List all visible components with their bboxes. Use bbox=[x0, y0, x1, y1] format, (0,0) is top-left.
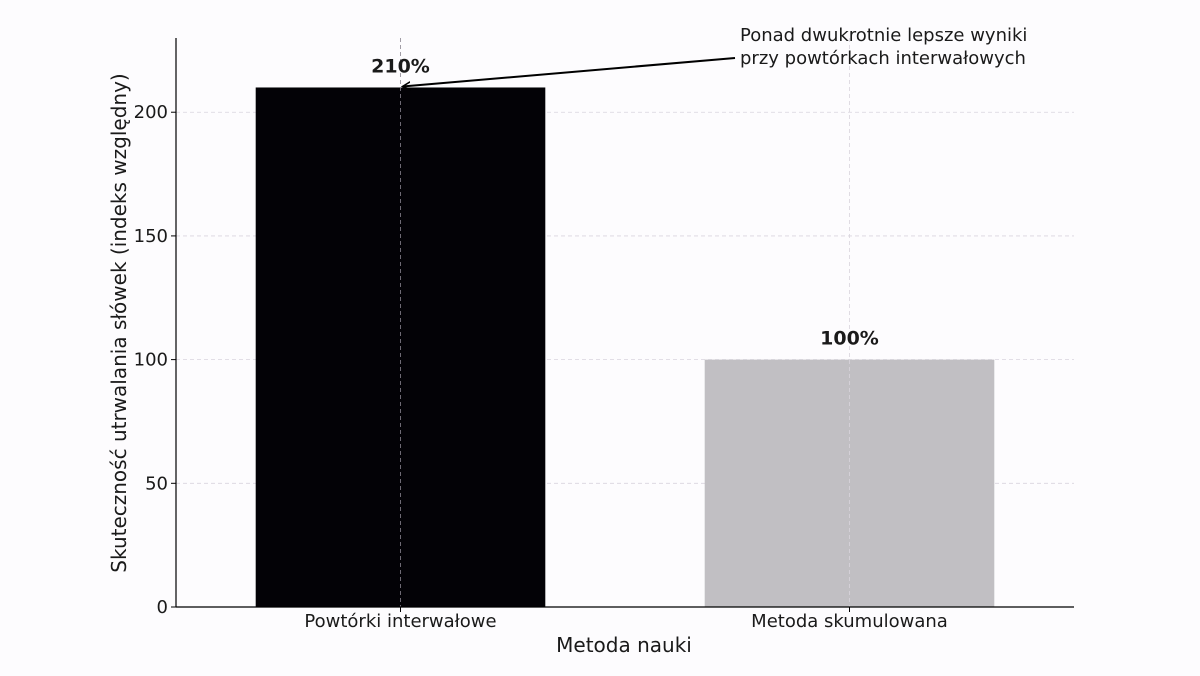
y-tick-label: 200 bbox=[134, 102, 168, 123]
y-axis-title: Skuteczność utrwalania słówek (indeks wz… bbox=[107, 73, 131, 572]
axes bbox=[171, 38, 1074, 612]
x-axis-title: Metoda nauki bbox=[556, 633, 692, 657]
bars bbox=[255, 87, 995, 607]
x-tick-label: Powtórki interwałowe bbox=[304, 611, 496, 632]
annotation-text: przy powtórkach interwałowych bbox=[740, 48, 1026, 69]
labels: 0 50 100 150 200 Powtórki interwałowe Metoda s… bbox=[134, 25, 1028, 632]
x-tick-label: Metoda skumulowana bbox=[751, 611, 948, 632]
y-tick-label: 0 bbox=[157, 597, 168, 618]
annotation-text: Ponad dwukrotnie lepsze wyniki bbox=[740, 25, 1027, 46]
data-label: 210% bbox=[371, 55, 430, 77]
y-tick-label: 50 bbox=[145, 473, 168, 494]
y-tick-label: 150 bbox=[134, 226, 168, 247]
data-label: 100% bbox=[820, 328, 879, 350]
annotation-arrow bbox=[403, 57, 736, 86]
y-tick-label: 100 bbox=[134, 350, 168, 371]
